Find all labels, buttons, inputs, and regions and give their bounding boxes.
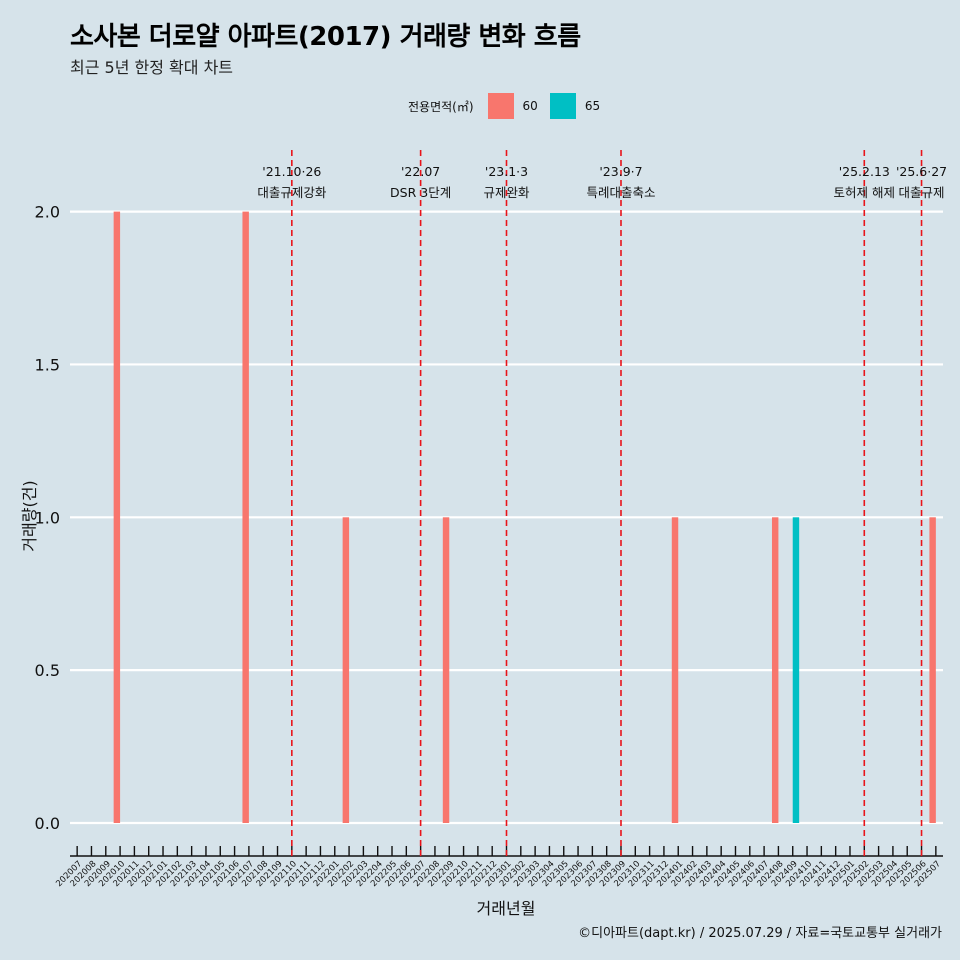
annotation-date: '23.1·3: [485, 164, 528, 179]
y-tick-label: 0.0: [35, 814, 60, 833]
legend-label-65: 65: [584, 99, 601, 113]
chart-title: 소사본 더로얄 아파트(2017) 거래량 변화 흐름: [70, 22, 581, 52]
legend-label-60: 60: [522, 99, 538, 113]
legend-item-65: 65: [549, 93, 601, 119]
annotation-date: '22.07: [401, 164, 440, 179]
y-tick-label: 0.5: [35, 661, 60, 680]
annotation-event: 특례대출축소: [586, 185, 655, 200]
y-tick-label: 1.0: [35, 508, 60, 527]
chart-subtitle: 최근 5년 한정 확대 차트: [70, 58, 234, 77]
annotation-event: 규제완화: [483, 185, 530, 200]
annotation-event: 대출규제: [899, 185, 945, 200]
annotation-date: '21.10·26: [262, 164, 321, 179]
bar-60-202202: [342, 517, 350, 823]
annotation-event: 토허제 해제: [834, 185, 895, 200]
legend-swatch-60: [487, 93, 514, 119]
legend-swatch-65: [549, 93, 576, 119]
y-tick-label: 2.0: [35, 203, 60, 222]
annotation-event: 대출규제강화: [257, 185, 327, 200]
bar-60-202507: [929, 517, 936, 823]
y-tick-label: 1.5: [35, 355, 60, 374]
bar-60-202401: [671, 517, 679, 823]
y-axis-title: 거래량(건): [20, 480, 39, 551]
bar-60-202408: [771, 517, 779, 823]
legend-item-60: 60: [487, 93, 538, 119]
annotation-date: '25.6·27: [896, 164, 947, 179]
bar-60-202107: [242, 211, 249, 824]
legend: 전용면적(㎡) 60 65: [408, 93, 604, 119]
annotation-event: DSR 3단계: [390, 185, 451, 200]
annotation-date: '25.2.13: [839, 164, 890, 179]
annotation-date: '23.9·7: [599, 164, 642, 179]
legend-title: 전용면적(㎡): [408, 99, 474, 114]
x-axis-title: 거래년월: [477, 899, 536, 918]
source-caption: ©디아파트(dapt.kr) / 2025.07.29 / 자료=국토교통부 실…: [578, 926, 942, 941]
bar-60-202010: [113, 211, 121, 824]
bar-60-202209: [442, 517, 450, 823]
bar-65-202409: [792, 517, 800, 823]
